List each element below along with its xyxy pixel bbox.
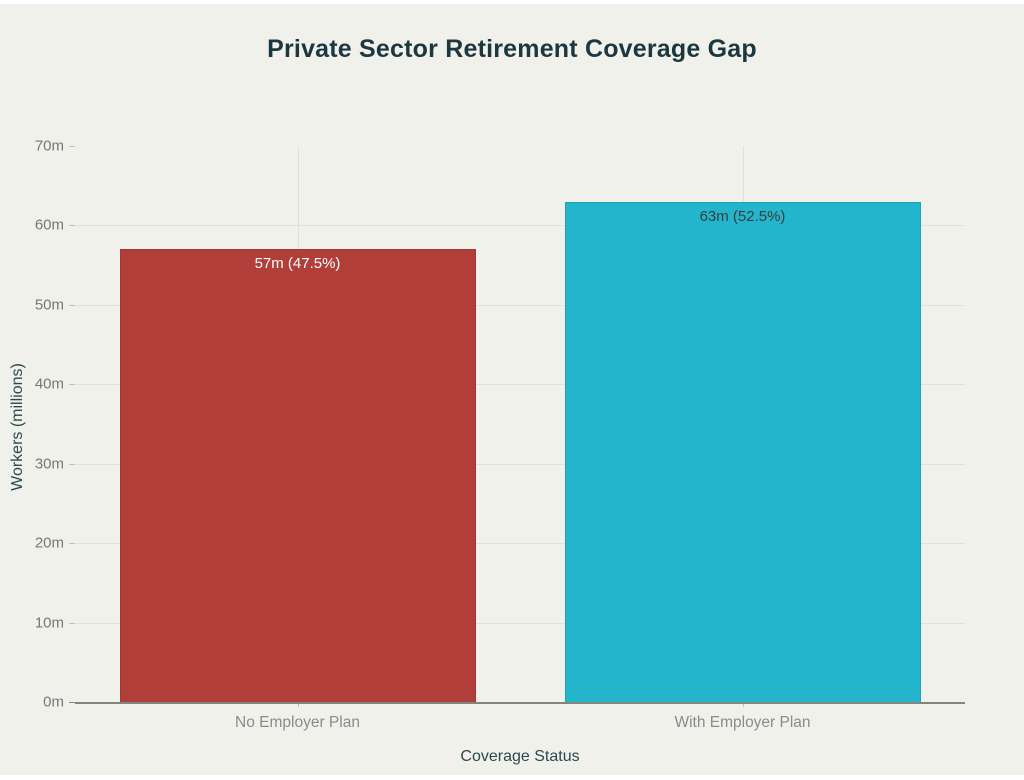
bar-no-employer-plan: 57m (47.5%) <box>119 249 476 702</box>
y-tick-label: 10m <box>34 614 64 632</box>
category-label: No Employer Plan <box>235 714 360 731</box>
chart-canvas: Private Sector Retirement Coverage Gap W… <box>0 4 1024 775</box>
bar-value-label: 63m (52.5%) <box>699 207 786 225</box>
y-tick-mark <box>69 146 75 147</box>
y-gridline <box>75 304 965 306</box>
y-gridline <box>75 384 965 386</box>
x-tick-mark <box>742 702 744 707</box>
y-gridline <box>75 225 965 227</box>
y-gridline <box>75 622 965 624</box>
y-gridline <box>75 463 965 465</box>
y-tick-label: 70m <box>34 137 64 155</box>
bar-with-employer-plan: 63m (52.5%) <box>564 201 921 702</box>
y-tick-mark <box>69 384 75 386</box>
x-axis-line <box>75 702 965 704</box>
y-tick-label: 0m <box>43 693 64 711</box>
plot-area: 0m 10m 20m 30m 40m 50m 60m 70m 57m (47.5%) No Emp… <box>35 138 965 731</box>
category-label: With Employer Plan <box>674 714 811 731</box>
y-gridline <box>75 543 965 545</box>
y-tick-label: 30m <box>34 455 64 473</box>
bar-value-label: 57m (47.5%) <box>254 255 341 273</box>
y-tick-mark <box>69 225 75 227</box>
y-tick-mark <box>69 463 75 465</box>
y-tick-label: 20m <box>34 534 64 552</box>
y-tick-label: 40m <box>34 375 64 393</box>
chart-title: Private Sector Retirement Coverage Gap <box>267 35 757 63</box>
y-axis-title: Workers (millions) <box>9 363 26 491</box>
x-axis-title: Coverage Status <box>460 748 580 765</box>
y-tick-label: 60m <box>34 216 64 234</box>
y-tick-mark <box>69 702 75 703</box>
y-tick-mark <box>69 304 75 306</box>
y-tick-mark <box>69 622 75 624</box>
y-tick-label: 50m <box>34 296 64 314</box>
x-tick-mark <box>297 702 299 707</box>
y-tick-mark <box>69 543 75 545</box>
